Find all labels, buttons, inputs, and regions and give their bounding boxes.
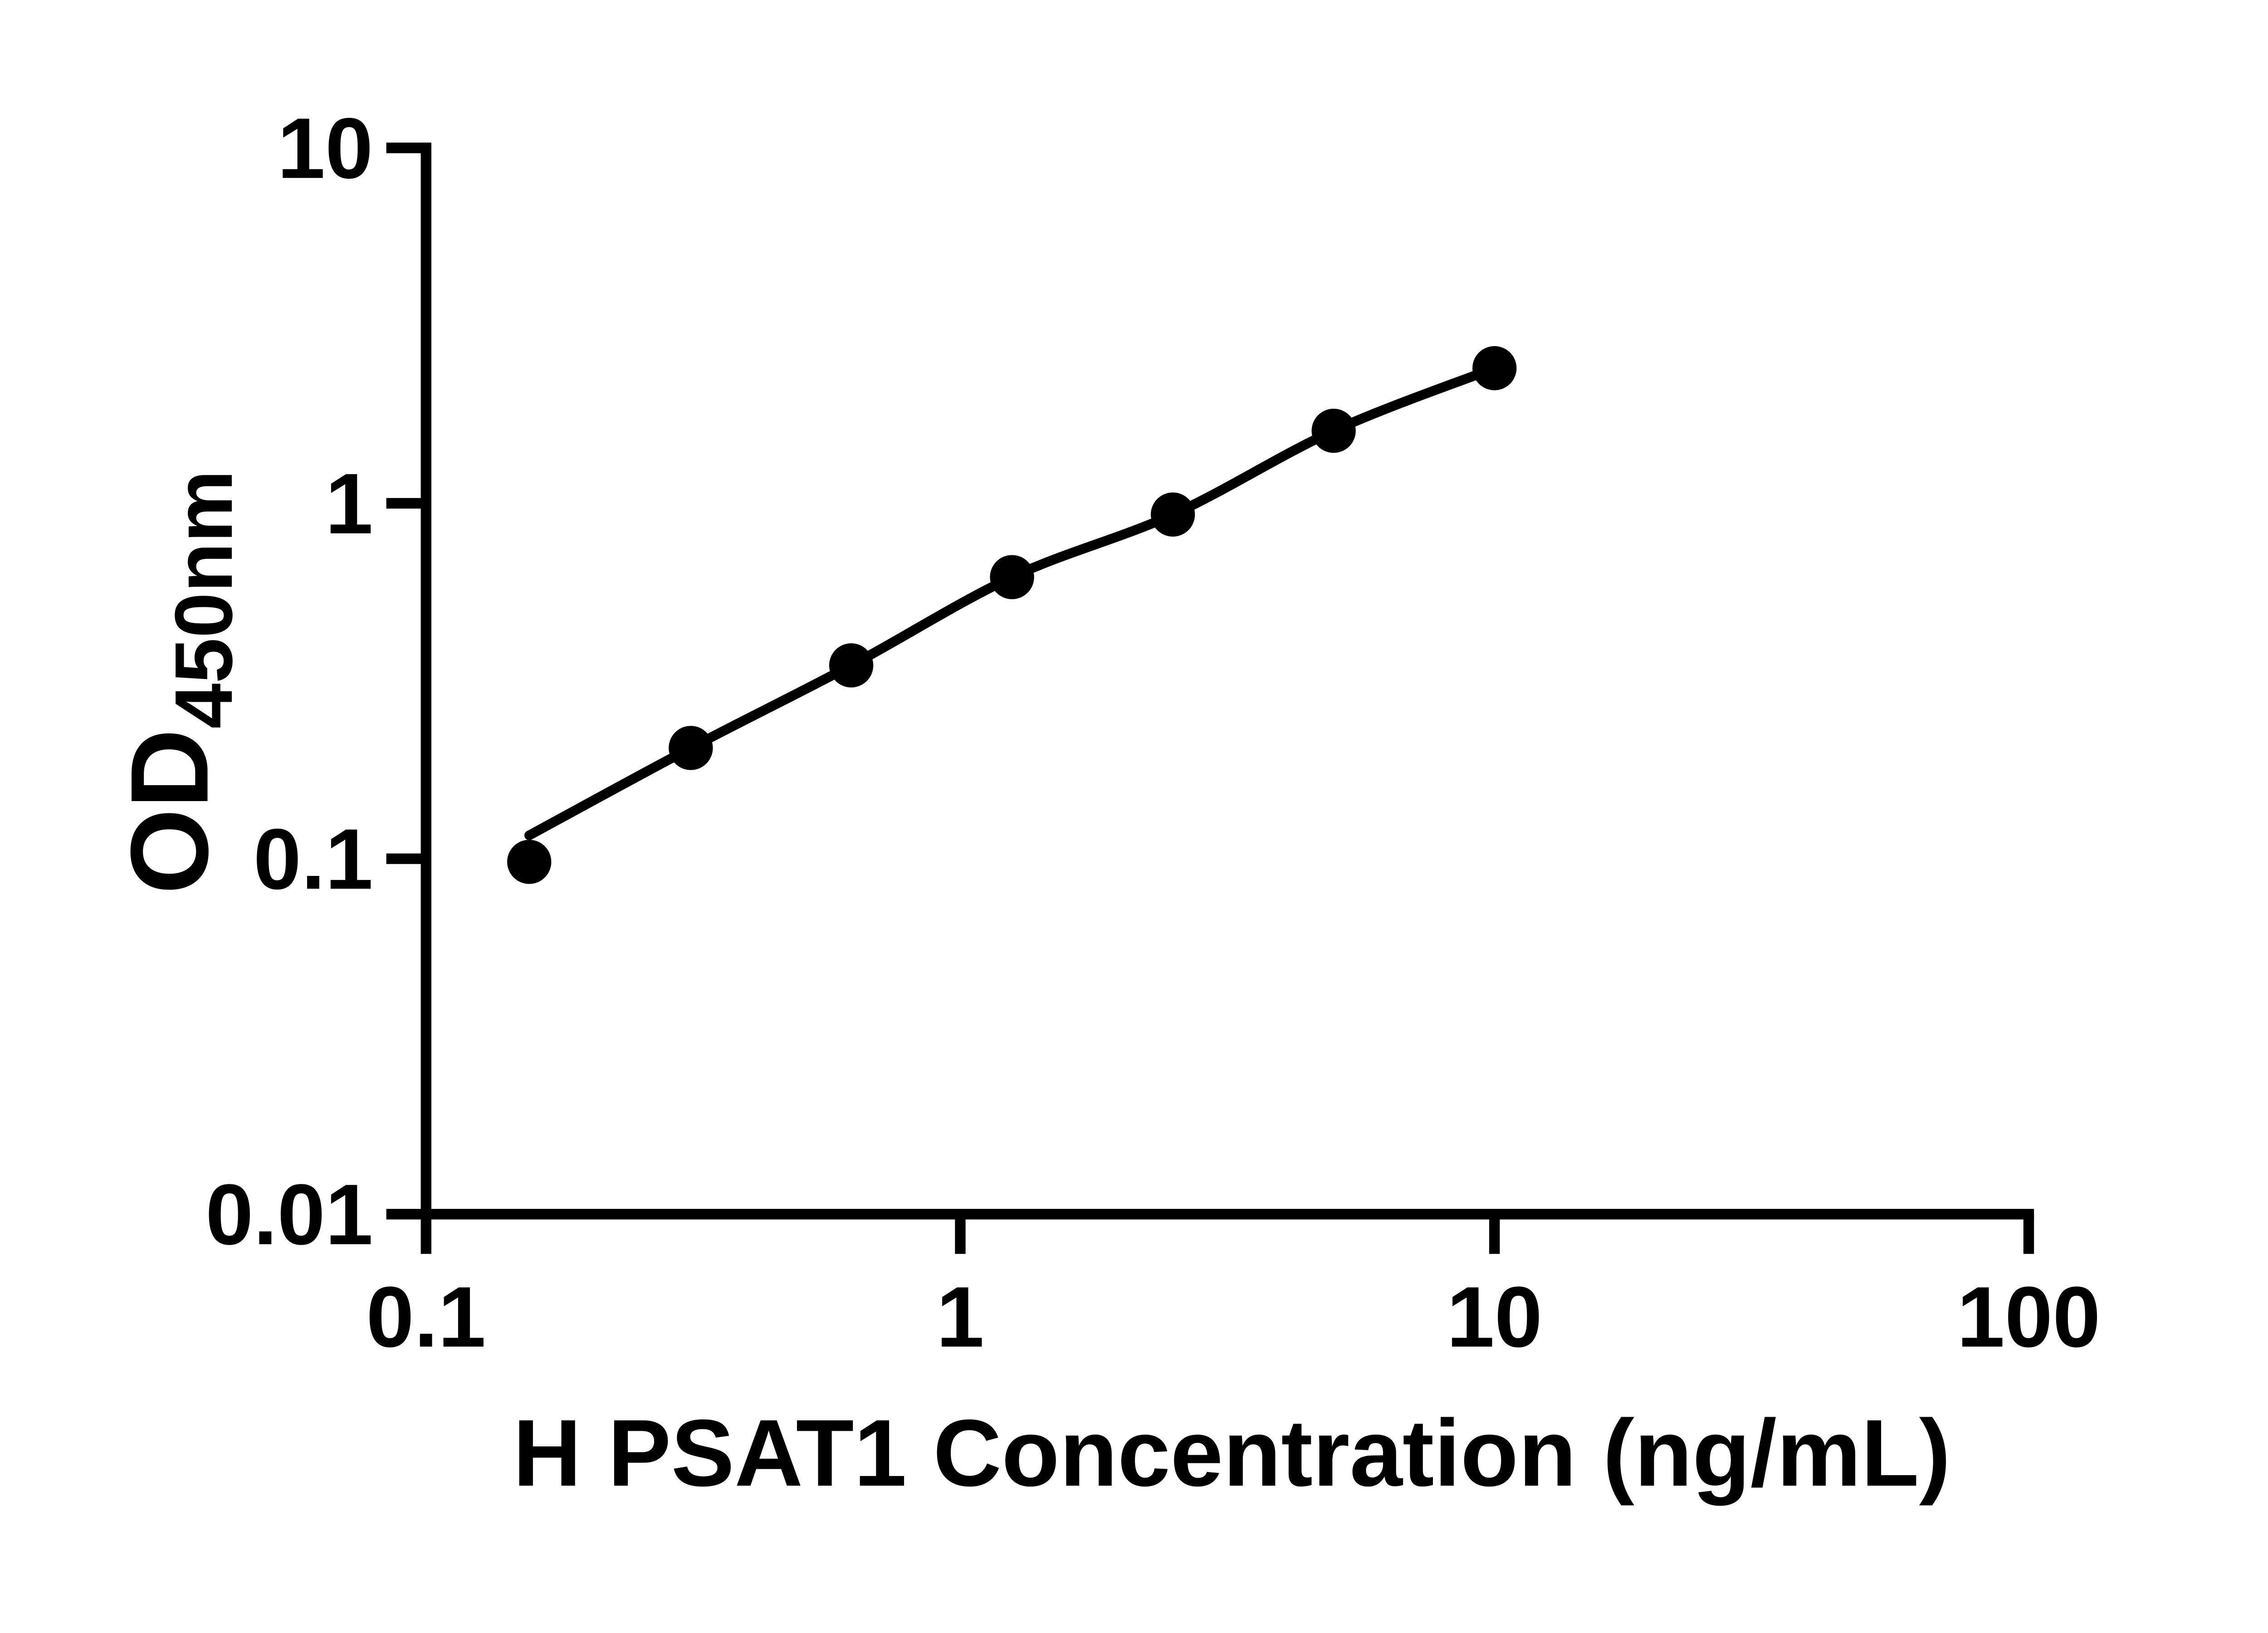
data-point-0.625ng-ml	[829, 643, 874, 688]
x-tick-label-1: 1	[936, 1269, 984, 1365]
data-series	[507, 346, 1517, 884]
x-tick-label-100: 100	[1957, 1269, 2101, 1365]
y-axis-title-subscript: 450nm	[158, 470, 249, 728]
y-tick-label-0.01: 0.01	[205, 1167, 373, 1263]
y-axis-title-main: OD	[108, 729, 231, 895]
axis-ticks	[386, 142, 2034, 1254]
data-point-5ng-ml	[1311, 408, 1356, 453]
x-tick-label-10: 10	[1447, 1269, 1542, 1365]
y-tick-label-10: 10	[277, 100, 373, 196]
data-point-0.313ng-ml	[669, 726, 713, 770]
elisa-standard-curve-figure: 0.1 1 10 100 10 1 0.1 0.01 H PSAT1 Concentratio…	[108, 100, 2101, 1506]
x-tick-label-0.1: 0.1	[366, 1269, 486, 1365]
axes	[420, 142, 2034, 1220]
y-axis-title: OD450nm	[108, 470, 249, 894]
data-point-1.25ng-ml	[990, 555, 1034, 599]
data-point-0.156ng-ml	[507, 840, 552, 884]
y-tick-label-0.1: 0.1	[254, 811, 373, 907]
data-point-10ng-ml	[1472, 346, 1517, 391]
x-axis-title: H PSAT1 Concentration (ng/mL)	[513, 1400, 1951, 1506]
data-point-2.5ng-ml	[1150, 492, 1195, 537]
y-tick-label-1: 1	[325, 456, 373, 552]
